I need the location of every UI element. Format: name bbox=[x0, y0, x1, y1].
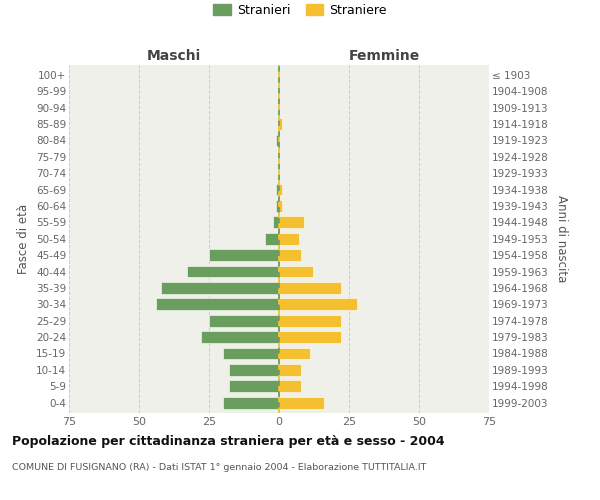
Bar bbox=[276, 184, 279, 196]
Bar bbox=[279, 397, 324, 408]
Bar bbox=[229, 380, 279, 392]
Bar bbox=[279, 184, 282, 196]
Bar bbox=[279, 200, 282, 212]
Text: Maschi: Maschi bbox=[147, 50, 201, 64]
Bar bbox=[223, 348, 279, 360]
Text: Femmine: Femmine bbox=[349, 50, 419, 64]
Bar bbox=[279, 118, 282, 130]
Y-axis label: Fasce di età: Fasce di età bbox=[17, 204, 31, 274]
Bar bbox=[200, 331, 279, 343]
Bar bbox=[223, 397, 279, 408]
Y-axis label: Anni di nascita: Anni di nascita bbox=[555, 195, 568, 282]
Bar bbox=[279, 348, 310, 360]
Bar bbox=[276, 134, 279, 146]
Legend: Stranieri, Straniere: Stranieri, Straniere bbox=[213, 4, 387, 17]
Bar bbox=[156, 298, 279, 310]
Bar bbox=[187, 266, 279, 278]
Bar bbox=[276, 200, 279, 212]
Bar bbox=[209, 249, 279, 261]
Bar bbox=[279, 298, 358, 310]
Bar bbox=[279, 233, 299, 244]
Bar bbox=[209, 315, 279, 326]
Bar bbox=[279, 266, 313, 278]
Bar bbox=[274, 216, 279, 228]
Bar bbox=[279, 249, 301, 261]
Text: COMUNE DI FUSIGNANO (RA) - Dati ISTAT 1° gennaio 2004 - Elaborazione TUTTITALIA.: COMUNE DI FUSIGNANO (RA) - Dati ISTAT 1°… bbox=[12, 464, 427, 472]
Bar bbox=[279, 331, 341, 343]
Bar bbox=[279, 315, 341, 326]
Bar bbox=[265, 233, 279, 244]
Bar bbox=[229, 364, 279, 376]
Bar bbox=[279, 282, 341, 294]
Bar bbox=[279, 380, 301, 392]
Text: Popolazione per cittadinanza straniera per età e sesso - 2004: Popolazione per cittadinanza straniera p… bbox=[12, 434, 445, 448]
Bar bbox=[161, 282, 279, 294]
Bar bbox=[279, 216, 304, 228]
Bar bbox=[279, 364, 301, 376]
